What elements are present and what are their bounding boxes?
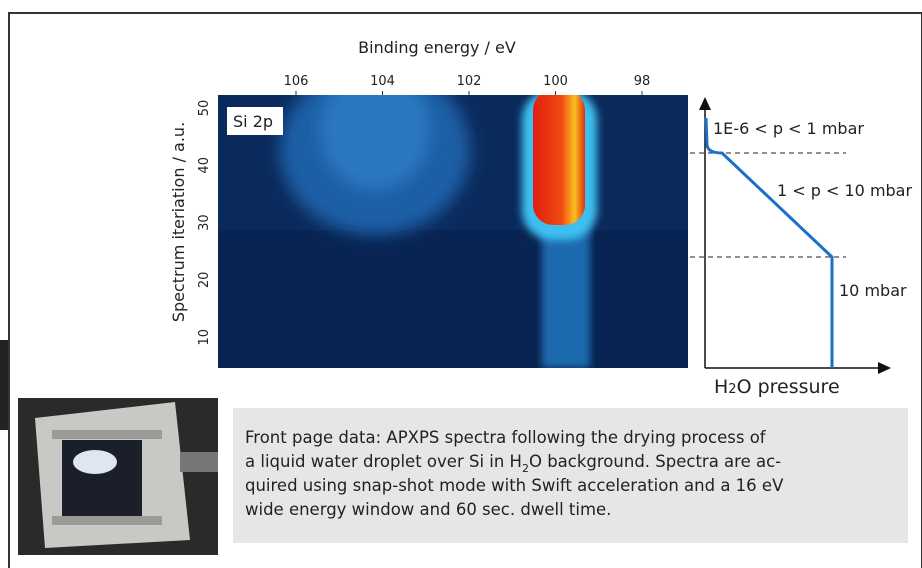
clip — [52, 430, 162, 439]
caption-line: quired using snap-shot mode with Swift a… — [245, 476, 784, 495]
arrow-head — [699, 97, 711, 110]
edge-bar — [0, 340, 8, 430]
clip — [52, 516, 162, 525]
caption-part: O background. Spectra are ac- — [529, 452, 781, 471]
si-peak — [533, 95, 585, 225]
y-ticks: 50 40 30 20 10 — [197, 100, 212, 346]
caption-box — [233, 408, 908, 543]
y-axis-title: Spectrum iteriation / a.u. — [169, 122, 188, 322]
x-tick-label: 104 — [370, 74, 395, 89]
panel-label-box — [227, 107, 283, 135]
heatmap — [218, 95, 688, 368]
photo — [18, 398, 218, 555]
caption-sub: 2 — [522, 462, 529, 475]
y-tick-label: 30 — [197, 214, 212, 231]
x-tick-label: 98 — [634, 74, 651, 89]
pressure-profile — [704, 117, 834, 368]
caption-line: a liquid water droplet over Si in H2O ba… — [245, 452, 781, 475]
x-ticks: 106 104 102 100 98 — [284, 74, 651, 95]
x-tick-label: 106 — [284, 74, 309, 89]
region-label: 1E-6 < p < 1 mbar — [713, 119, 864, 138]
y-tick-label: 40 — [197, 157, 212, 174]
droplet-reflection — [73, 450, 117, 474]
oxide-core — [320, 95, 430, 190]
pressure-axis-label: H2O pressure — [714, 376, 840, 398]
screw — [180, 452, 218, 472]
region-label: 1 < p < 10 mbar — [777, 181, 912, 200]
caption-line: wide energy window and 60 sec. dwell tim… — [245, 500, 611, 519]
si-streak — [542, 225, 590, 368]
y-tick-label: 20 — [197, 272, 212, 289]
caption-part: a liquid water droplet over Si in H — [245, 452, 522, 471]
panel-label: Si 2p — [233, 112, 273, 131]
region-label: 10 mbar — [839, 281, 907, 300]
label-part: H — [714, 376, 728, 398]
y-tick-label: 50 — [197, 100, 212, 117]
pressure-diagram: 1E-6 < p < 1 mbar 1 < p < 10 mbar 10 mba… — [690, 97, 912, 398]
caption: Front page data: APXPS spectra following… — [245, 428, 784, 519]
x-axis-title: Binding energy / eV — [358, 38, 516, 57]
arrow-head — [878, 362, 891, 374]
label-part: O pressure — [737, 376, 840, 398]
heatmap-lower — [218, 230, 688, 368]
label-sub: 2 — [728, 382, 736, 397]
caption-line: Front page data: APXPS spectra following… — [245, 428, 767, 447]
frame — [8, 12, 922, 568]
x-tick-label: 102 — [457, 74, 482, 89]
x-tick-label: 100 — [543, 74, 568, 89]
y-tick-label: 10 — [197, 329, 212, 346]
